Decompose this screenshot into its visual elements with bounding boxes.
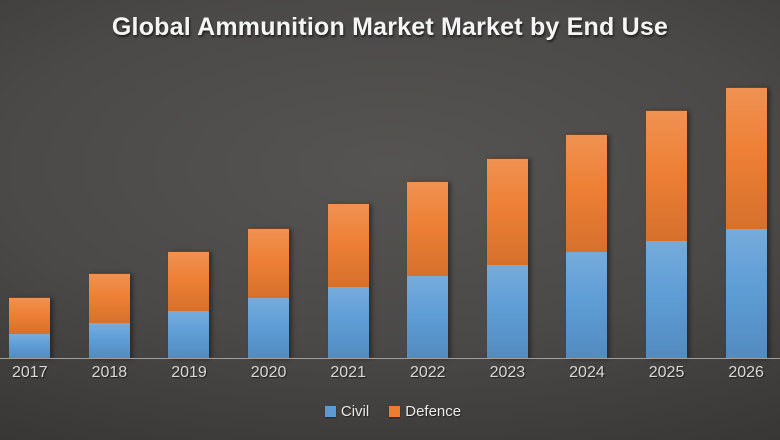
stacked-bar-2026 (725, 87, 767, 358)
x-label-2018: 2018 (91, 364, 128, 381)
bar-segment-defence-2019 (168, 251, 210, 311)
stacked-bar-2019 (168, 251, 210, 358)
x-label-2024: 2024 (569, 364, 605, 381)
legend-item-civil: Civil (324, 403, 370, 420)
x-label-2020: 2020 (250, 364, 287, 381)
chart-title: Global Ammunition Market Market by End U… (111, 13, 669, 41)
bar-segment-civil-2020 (248, 298, 290, 358)
legend-label-defence: Defence (405, 403, 462, 420)
legend: Civil Defence (0, 403, 780, 420)
bar-group-2020 (229, 82, 309, 358)
x-label-2022: 2022 (409, 364, 446, 381)
bar-segment-defence-2020 (248, 228, 290, 298)
bar-segment-defence-2024 (566, 134, 608, 252)
stacked-bar-2024 (566, 134, 608, 358)
bar-segment-civil-2026 (725, 229, 767, 358)
bar-segment-civil-2022 (407, 276, 449, 358)
stacked-bar-2018 (88, 273, 130, 358)
bar-group-2024 (547, 82, 627, 358)
legend-label-civil: Civil (340, 403, 370, 420)
bar-group-2018 (70, 82, 150, 358)
bar-segment-civil-2019 (168, 311, 210, 358)
bar-segment-civil-2023 (486, 265, 528, 358)
bar-group-2021 (308, 82, 388, 358)
stacked-bar-2025 (646, 110, 688, 358)
plot-area (0, 82, 780, 359)
bars (0, 82, 780, 358)
bar-group-2026 (706, 82, 780, 358)
legend-swatch-defence (389, 406, 401, 417)
bar-segment-civil-2017 (9, 334, 51, 358)
stacked-bar-2017 (9, 297, 51, 358)
x-axis-line (0, 358, 780, 359)
bar-segment-defence-2022 (407, 181, 449, 276)
legend-swatch-civil (324, 406, 336, 417)
x-label-2021: 2021 (330, 364, 366, 381)
x-label-2017: 2017 (12, 364, 48, 381)
bar-segment-civil-2018 (88, 323, 130, 358)
bar-group-2023 (468, 82, 548, 358)
x-label-2019: 2019 (171, 364, 207, 381)
bar-segment-defence-2017 (9, 297, 51, 334)
bar-segment-civil-2025 (646, 241, 688, 358)
x-label-2023: 2023 (489, 364, 526, 381)
bar-segment-defence-2018 (88, 273, 130, 323)
bar-segment-civil-2021 (327, 287, 369, 358)
bar-segment-defence-2023 (486, 158, 528, 265)
stacked-bar-2022 (407, 181, 449, 358)
bar-group-2017 (0, 82, 70, 358)
bar-segment-defence-2026 (725, 87, 767, 229)
x-labels: 2017 2018 2019 2020 2021 2022 2023 2024 2025 2026 (0, 364, 780, 382)
bar-group-2019 (149, 82, 229, 358)
bar-group-2025 (627, 82, 707, 358)
stacked-bar-2023 (486, 158, 528, 358)
bar-group-2022 (388, 82, 468, 358)
x-label-2026: 2026 (728, 364, 764, 381)
legend-item-defence: Defence (389, 403, 461, 420)
bar-segment-defence-2021 (327, 203, 369, 287)
stacked-bar-2020 (248, 228, 290, 358)
x-label-2025: 2025 (648, 364, 685, 381)
bar-segment-civil-2024 (566, 252, 608, 358)
bar-segment-defence-2025 (646, 110, 688, 241)
stacked-bar-2021 (327, 203, 369, 358)
